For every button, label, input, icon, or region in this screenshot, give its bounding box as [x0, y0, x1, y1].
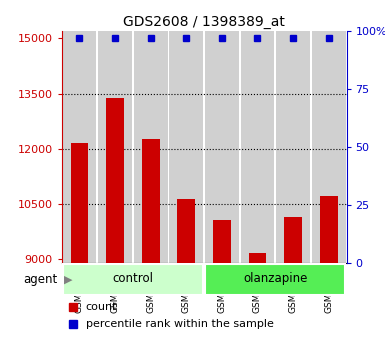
Bar: [142, 139, 159, 263]
Bar: [284, 217, 302, 263]
Text: agent: agent: [23, 273, 58, 286]
FancyBboxPatch shape: [63, 264, 203, 295]
Bar: [241, 31, 275, 263]
Bar: [276, 31, 310, 263]
Bar: [134, 31, 167, 263]
Bar: [320, 196, 338, 263]
Text: count: count: [86, 302, 117, 312]
Bar: [213, 220, 231, 263]
Bar: [70, 143, 88, 263]
Title: GDS2608 / 1398389_at: GDS2608 / 1398389_at: [123, 14, 285, 29]
Text: olanzapine: olanzapine: [243, 272, 308, 285]
Text: ▶: ▶: [64, 274, 72, 284]
Text: percentile rank within the sample: percentile rank within the sample: [86, 319, 274, 329]
Text: control: control: [112, 272, 153, 285]
Bar: [62, 31, 96, 263]
Bar: [205, 31, 239, 263]
Bar: [169, 31, 203, 263]
FancyBboxPatch shape: [205, 264, 345, 295]
Bar: [312, 31, 346, 263]
Bar: [249, 254, 266, 263]
Bar: [177, 199, 195, 263]
Bar: [106, 98, 124, 263]
Bar: [98, 31, 132, 263]
